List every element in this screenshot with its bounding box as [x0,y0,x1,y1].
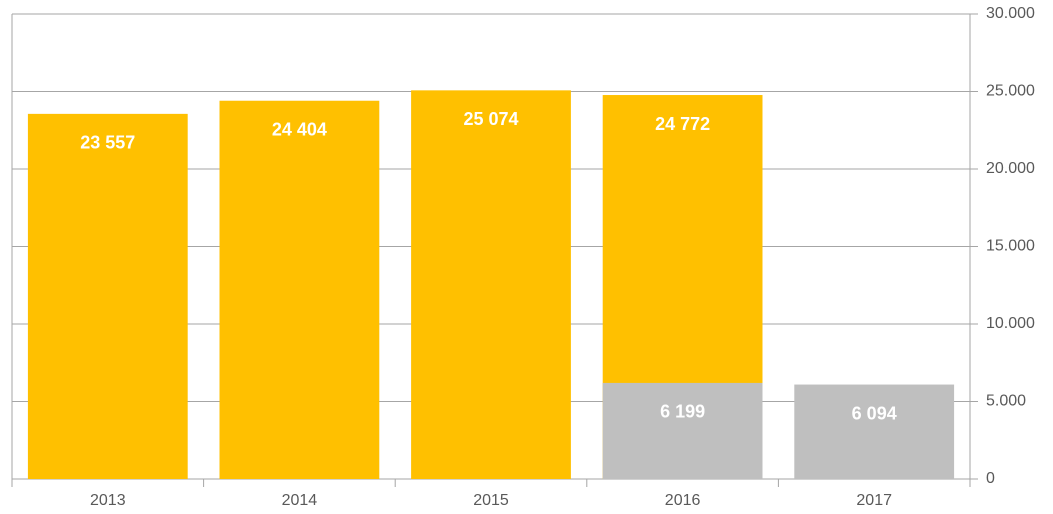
x-tick-label: 2014 [282,492,318,509]
y-tick-label: 0 [986,470,995,487]
value-label: 23 557 [80,133,135,153]
x-tick-label: 2013 [90,492,126,509]
y-tick-label: 25.000 [986,83,1035,100]
y-tick-label: 10.000 [986,315,1035,332]
y-tick-label: 20.000 [986,160,1035,177]
y-tick-label: 30.000 [986,5,1035,22]
value-label: 25 074 [463,109,518,129]
x-tick-label: 2017 [856,492,892,509]
value-label: 6 094 [852,403,897,423]
x-tick-label: 2015 [473,492,509,509]
bar [411,90,571,479]
bar [219,100,380,479]
y-tick-label: 15.000 [986,238,1035,255]
value-label: 24 772 [655,114,710,134]
x-tick-label: 2016 [665,492,701,509]
y-tick-label: 5.000 [986,393,1026,410]
value-label: 24 404 [272,119,327,139]
value-label: 6 199 [660,402,705,422]
bar [794,384,955,479]
bar [602,382,763,479]
bar [27,113,188,479]
